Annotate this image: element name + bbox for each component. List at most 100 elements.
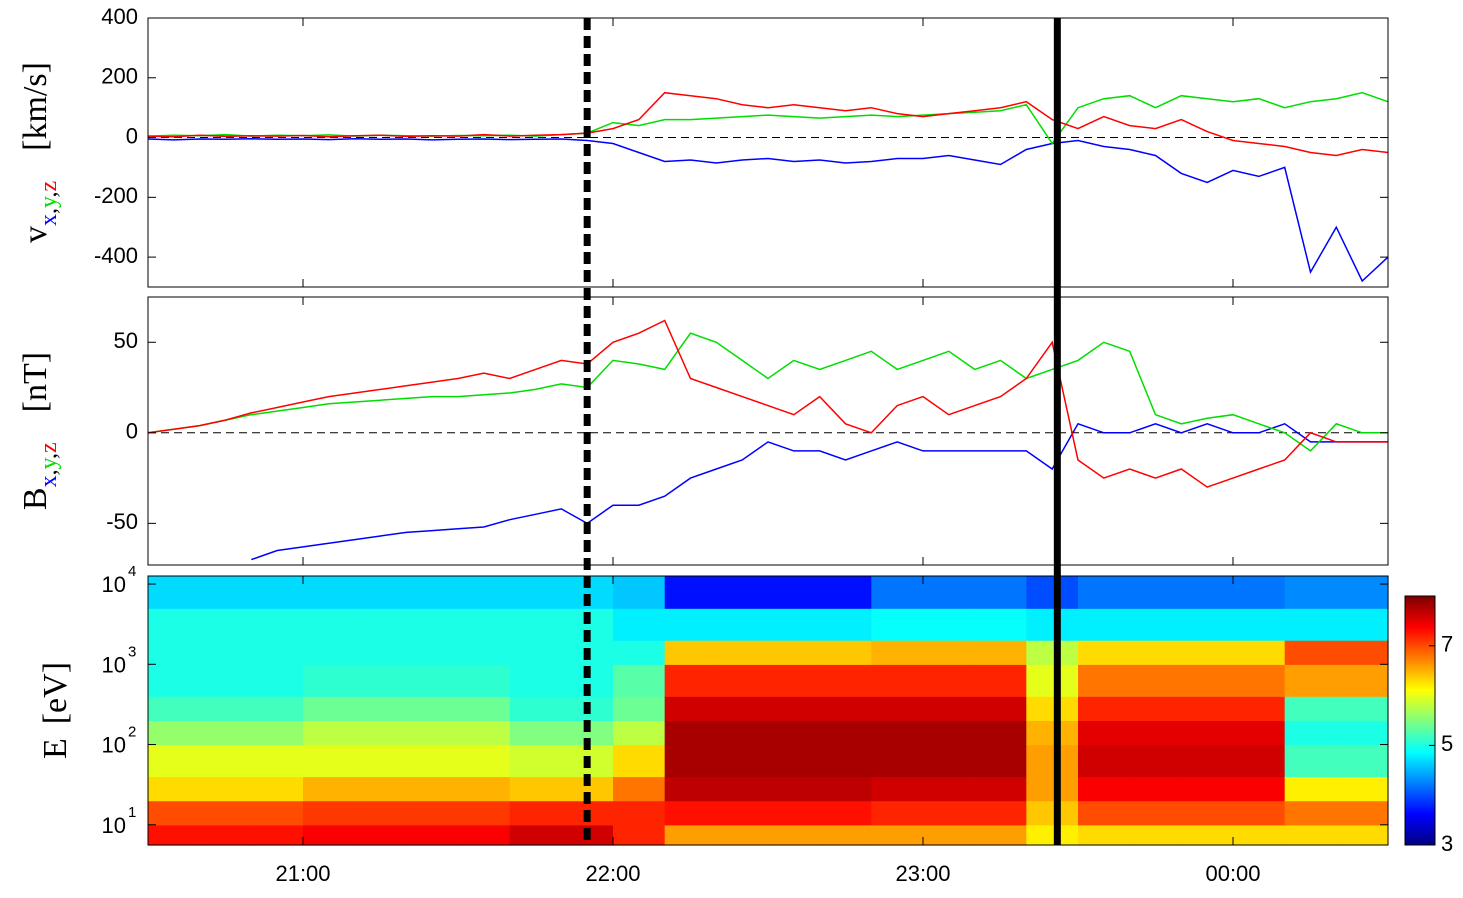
heatmap-cell: [613, 696, 666, 721]
heatmap-cell: [406, 696, 459, 721]
colorbar-segment: [1405, 680, 1435, 684]
colorbar-segment: [1405, 730, 1435, 734]
colorbar-segment: [1405, 698, 1435, 702]
heatmap-cell: [1284, 608, 1337, 641]
heatmap-cell: [199, 640, 252, 665]
colorbar-segment: [1405, 755, 1435, 759]
colorbar-segment: [1405, 645, 1435, 649]
colorbar-segment: [1405, 700, 1435, 704]
colorbar-segment: [1405, 767, 1435, 771]
heatmap-cell: [768, 824, 821, 846]
x-tick-label: 22:00: [585, 861, 640, 886]
colorbar-segment: [1405, 740, 1435, 744]
heatmap-cell: [923, 640, 976, 665]
colorbar-segment: [1405, 658, 1435, 662]
y-label-separator: ,: [36, 191, 62, 197]
heatmap-cell: [1181, 720, 1234, 746]
heatmap-cell: [1129, 744, 1182, 778]
heatmap-cell: [148, 576, 201, 609]
x-tick-label: 00:00: [1205, 861, 1260, 886]
heatmap-cell: [458, 720, 511, 746]
heatmap-cell: [458, 824, 511, 846]
heatmap-cell: [1026, 744, 1079, 778]
heatmap-cell: [1129, 800, 1182, 826]
heatmap-cell: [1026, 576, 1079, 609]
colorbar-segment: [1405, 718, 1435, 721]
heatmap-cell: [613, 608, 666, 641]
heatmap-cell: [923, 664, 976, 697]
heatmap-cell: [458, 696, 511, 721]
heatmap-cell: [509, 744, 562, 778]
heatmap-cell: [199, 744, 252, 778]
heatmap-cell: [509, 824, 562, 846]
heatmap-cell: [406, 824, 459, 846]
colorbar-segment: [1405, 732, 1435, 736]
y-label-component: y: [36, 196, 62, 208]
colorbar-segment: [1405, 805, 1435, 809]
heatmap-cell: [871, 800, 924, 826]
colorbar-segment: [1405, 655, 1435, 659]
colorbar-segment: [1405, 827, 1435, 831]
heatmap-cell: [716, 824, 769, 846]
heatmap-cell: [251, 824, 304, 846]
heatmap-cell: [251, 608, 304, 641]
heatmap-cell: [354, 664, 407, 697]
heatmap-cell: [199, 576, 252, 609]
heatmap-cell: [819, 664, 872, 697]
y-axis-label: vx,y,z[km/s]: [17, 62, 62, 243]
heatmap-cell: [1284, 776, 1337, 802]
colorbar-segment: [1405, 648, 1435, 652]
heatmap-cell: [819, 640, 872, 665]
series-line: [147, 319, 1388, 488]
heatmap-cell: [1284, 664, 1337, 697]
x-tick-label: 21:00: [275, 861, 330, 886]
heatmap-cell: [1026, 640, 1079, 665]
heatmap-cell: [251, 744, 304, 778]
colorbar-segment: [1405, 832, 1435, 836]
heatmap-cell: [923, 696, 976, 721]
heatmap-cell: [251, 800, 304, 826]
heatmap-cell: [509, 800, 562, 826]
heatmap-cell: [303, 696, 356, 721]
colorbar-frame: [1404, 595, 1436, 846]
colorbar-segment: [1405, 825, 1435, 829]
heatmap-cell: [1284, 824, 1337, 846]
heatmap-cell: [1284, 720, 1337, 746]
heatmap-cell: [199, 608, 252, 641]
colorbar-segment: [1405, 598, 1435, 602]
colorbar-segment: [1405, 596, 1435, 599]
heatmap-cell: [1336, 720, 1389, 746]
colorbar-segment: [1405, 653, 1435, 657]
heatmap-cell: [458, 608, 511, 641]
heatmap-cell: [148, 720, 201, 746]
heatmap-cell: [716, 776, 769, 802]
colorbar-segment: [1405, 640, 1435, 644]
heatmap-cell: [819, 744, 872, 778]
heatmap-cell: [664, 696, 717, 721]
colorbar-segment: [1405, 807, 1435, 811]
heatmap-cell: [613, 576, 666, 609]
heatmap-cell: [509, 608, 562, 641]
y-label-separator: ,: [36, 453, 62, 459]
heatmap-cell: [974, 664, 1027, 697]
heatmap-cell: [1284, 800, 1337, 826]
heatmap-cell: [664, 664, 717, 697]
colorbar-segment: [1405, 817, 1435, 821]
colorbar-segment: [1405, 608, 1435, 612]
heatmap-cell: [354, 824, 407, 846]
heatmap-cell: [1129, 824, 1182, 846]
colorbar-segment: [1405, 762, 1435, 766]
y-label-symbol: E: [37, 738, 74, 759]
heatmap-cell: [664, 720, 717, 746]
heatmap-cell: [613, 640, 666, 665]
panel: [147, 319, 1388, 561]
heatmap-cell: [1078, 776, 1131, 802]
heatmap-cell: [974, 800, 1027, 826]
heatmap-cell: [871, 576, 924, 609]
heatmap-cell: [1284, 576, 1337, 609]
heatmap-cell: [1181, 576, 1234, 609]
heatmap-cell: [148, 744, 201, 778]
heatmap-cell: [1026, 800, 1079, 826]
heatmap-cell: [458, 664, 511, 697]
